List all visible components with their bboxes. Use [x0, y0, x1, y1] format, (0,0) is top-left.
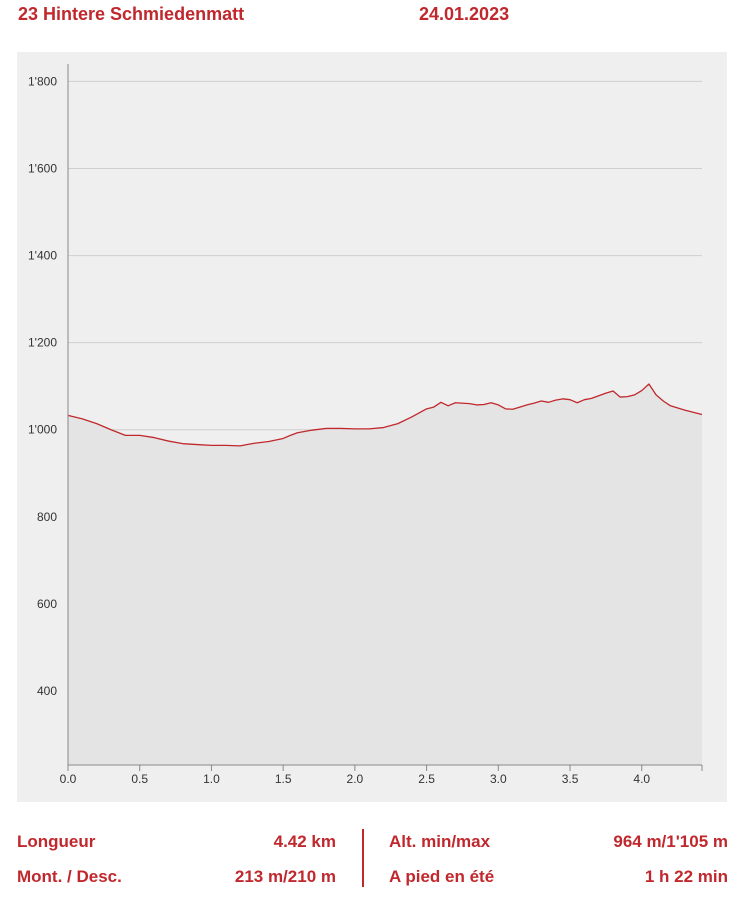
elevation-area: [68, 384, 702, 765]
x-tick-label: 0.0: [60, 772, 77, 786]
y-tick-label: 1'600: [28, 161, 57, 175]
walking-time-label: A pied en été: [389, 867, 495, 886]
y-tick-label: 400: [37, 684, 57, 698]
x-tick-label: 1.0: [203, 772, 220, 786]
walking-time-value: 1 h 22 min: [644, 867, 728, 886]
x-tick-label: 3.0: [490, 772, 507, 786]
length-label: Longueur: [17, 832, 96, 851]
y-tick-label: 1'200: [28, 336, 57, 350]
y-tick-label: 1'000: [28, 423, 57, 437]
y-tick-label: 600: [37, 597, 57, 611]
stats-divider: [362, 829, 364, 887]
y-tick-label: 1'800: [28, 74, 57, 88]
ascent-descent-label: Mont. / Desc.: [17, 867, 122, 886]
ascent-descent-value: 213 m/210 m: [234, 867, 336, 886]
altitude-value: 964 m/1'105 m: [613, 832, 728, 851]
x-tick-label: 2.5: [418, 772, 435, 786]
x-tick-label: 1.5: [275, 772, 292, 786]
altitude-label: Alt. min/max: [389, 832, 491, 851]
x-tick-label: 3.5: [562, 772, 579, 786]
x-tick-label: 0.5: [131, 772, 148, 786]
x-tick-label: 2.0: [347, 772, 364, 786]
route-date: 24.01.2023: [419, 4, 510, 24]
y-tick-label: 1'400: [28, 249, 57, 263]
route-title: 23 Hintere Schmiedenmatt: [18, 4, 245, 24]
length-value: 4.42 km: [273, 832, 336, 851]
elevation-profile-svg: 400 600 800 1'000 1'200 1'400 1'600 1'800 0.0 0.5…: [28, 64, 703, 786]
x-tick-label: 4.0: [633, 772, 650, 786]
y-tick-label: 800: [37, 510, 57, 524]
elevation-profile-chart: 400 600 800 1'000 1'200 1'400 1'600 1'800 0.0 0.5…: [17, 52, 727, 802]
elevation-line: [67, 383, 703, 447]
